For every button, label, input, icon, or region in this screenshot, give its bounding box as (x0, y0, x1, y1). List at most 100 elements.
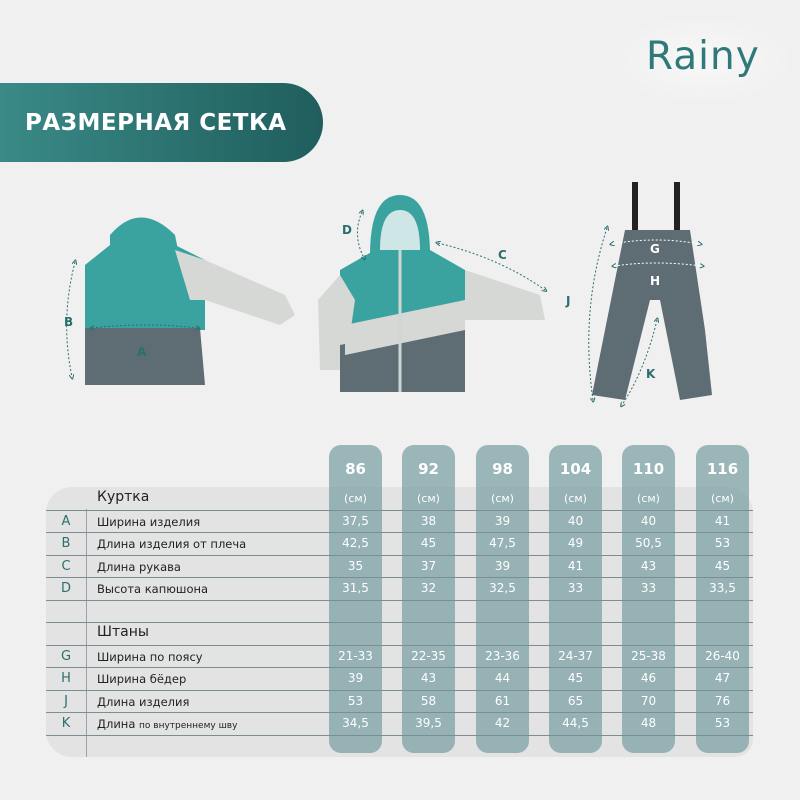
garment-illustrations: B A D C G H J K (64, 182, 712, 430)
table-cell: 42,5 (342, 536, 369, 550)
row-divider (46, 599, 753, 601)
title-banner: РАЗМЕРНАЯ СЕТКА (0, 83, 323, 162)
row-divider (46, 554, 753, 556)
size-header: 110 (632, 460, 665, 478)
row-divider (46, 644, 753, 646)
measure-letter: D (60, 581, 71, 596)
table-cell: 49 (567, 536, 584, 550)
table-cell: 41 (567, 558, 584, 573)
table-cell: 45 (567, 671, 584, 685)
section-header-row: Куртка (46, 487, 753, 510)
table-cell: 34,5 (342, 716, 369, 730)
unit-label: (см) (417, 492, 440, 505)
measure-label-c: C (498, 248, 507, 262)
size-column (329, 445, 382, 753)
table-cell: 21-33 (338, 648, 373, 663)
table-cell: 35 (347, 558, 364, 573)
unit-label: (см) (491, 492, 514, 505)
page-title: РАЗМЕРНАЯ СЕТКА (25, 109, 287, 136)
size-column (696, 445, 749, 753)
table-cell: 44,5 (562, 716, 589, 730)
measure-letter: A (61, 513, 71, 529)
row-divider (46, 689, 753, 691)
table-cell: 48 (640, 716, 657, 730)
table-row: K Длина по внутреннему шву (46, 712, 753, 735)
table-row: D Высота капюшона (46, 577, 753, 600)
measure-label-text: Ширина по поясу (97, 649, 203, 664)
size-column (549, 445, 602, 753)
table-cell: 43 (420, 671, 437, 685)
table-cell: 22-35 (411, 648, 446, 663)
section-header-row: Штаны (46, 622, 753, 645)
table-cell: 65 (567, 693, 584, 708)
table-cell: 37 (420, 558, 437, 573)
table-row: H Ширина бёдер (46, 667, 753, 690)
measure-letter: K (61, 716, 71, 731)
table-cell: 24-37 (558, 648, 593, 663)
measure-label: Длина рукава (97, 560, 181, 574)
table-cell: 32,5 (489, 581, 516, 595)
section-title: Штаны (97, 624, 149, 640)
row-divider (46, 509, 753, 511)
measure-label-text: Длина изделия от плеча (97, 537, 247, 551)
measure-letter: H (61, 671, 71, 686)
measure-label-j: J (565, 294, 570, 308)
measure-label-h: H (650, 274, 660, 288)
table-cell: 33,5 (709, 581, 736, 595)
table-cell: 61 (494, 693, 511, 708)
row-divider (46, 712, 753, 713)
table-cell: 50,5 (635, 536, 662, 550)
measure-letter: C (61, 558, 71, 574)
jacket-front-illustration: D C (318, 195, 545, 392)
measure-label: Ширина по поясу (97, 650, 203, 664)
table-cell: 45 (420, 536, 437, 550)
table-cell: 41 (714, 513, 731, 528)
table-cell: 58 (420, 693, 437, 708)
table-cell: 70 (640, 693, 657, 708)
table-cell: 33 (640, 581, 657, 595)
unit-label: (см) (344, 492, 367, 505)
measure-label-text: Ширина изделия (97, 514, 201, 529)
measure-label-text: Длина изделия (97, 694, 190, 709)
table-cell: 39 (347, 671, 364, 685)
table-cell: 23-36 (485, 648, 520, 663)
size-header: 116 (706, 460, 739, 478)
table-cell: 53 (714, 536, 731, 550)
measure-label-b: B (64, 315, 73, 329)
size-column (402, 445, 455, 753)
size-header: 98 (492, 460, 513, 478)
measure-label-note: по внутреннему шву (139, 721, 238, 731)
measure-label: Высота капюшона (97, 582, 208, 596)
measure-label-a: A (137, 345, 147, 359)
unit-label: (см) (564, 492, 587, 505)
table-cell: 32 (420, 581, 437, 595)
measure-label-d: D (342, 223, 352, 237)
table-row: A Ширина изделия (46, 510, 753, 533)
unit-label: (см) (711, 492, 734, 505)
measure-label: Длина изделия (97, 695, 189, 709)
row-divider (46, 532, 753, 533)
table-cell: 31,5 (342, 581, 369, 595)
table-cell: 76 (714, 693, 731, 708)
table-cell: 25-38 (631, 648, 666, 663)
measure-label-text: Длина (97, 717, 136, 731)
row-divider (46, 622, 753, 623)
table-row: G Ширина по поясу (46, 645, 753, 668)
measure-label: Ширина изделия (97, 515, 200, 529)
table-cell: 38 (420, 513, 437, 528)
table-cell: 53 (347, 693, 364, 708)
measure-label: Ширина бёдер (97, 672, 186, 686)
row-divider (46, 577, 753, 578)
pants-illustration: G H J K (565, 182, 712, 405)
section-title: Куртка (97, 489, 150, 505)
size-header: 92 (418, 460, 439, 478)
measure-label-text: Длина рукава (97, 559, 181, 574)
column-divider (86, 509, 87, 757)
table-cell: 44 (494, 671, 511, 685)
size-header: 104 (559, 460, 592, 478)
measure-label: Длина по внутреннему шву (97, 717, 237, 731)
table-cell: 45 (714, 558, 731, 573)
table-cell: 39 (494, 513, 511, 528)
table-row: B Длина изделия от плеча (46, 532, 753, 555)
size-header: 86 (345, 460, 366, 478)
